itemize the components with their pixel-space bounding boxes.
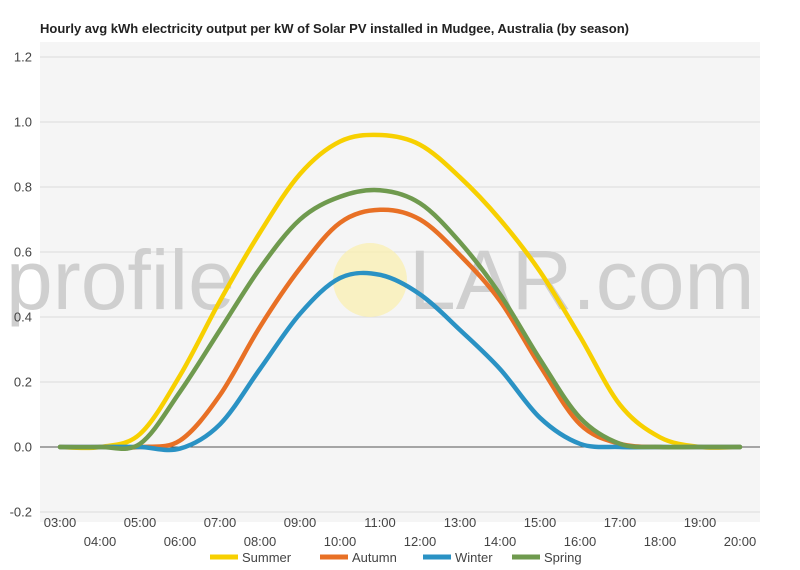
x-tick-label: 09:00 [284, 515, 317, 530]
legend-label-spring: Spring [544, 550, 582, 565]
legend-label-summer: Summer [242, 550, 292, 565]
legend-label-winter: Winter [455, 550, 493, 565]
series-line-spring [57, 187, 743, 451]
y-tick-label: 0.2 [14, 375, 32, 390]
y-tick-label: 0.4 [14, 310, 32, 325]
x-tick-label: 13:00 [444, 515, 477, 530]
x-axis-ticks: 03:00 04:00 05:00 06:00 07:00 08:00 09:00 10:00… [44, 515, 757, 549]
x-tick-label: 11:00 [364, 515, 396, 530]
x-tick-label: 17:00 [604, 515, 637, 530]
x-tick-label: 05:00 [124, 515, 157, 530]
series-line-summer [57, 132, 743, 451]
chart-title: Hourly avg kWh electricity output per kW… [40, 21, 629, 36]
y-tick-label: 1.2 [14, 50, 32, 65]
x-tick-label: 10:00 [324, 534, 357, 549]
x-tick-label: 19:00 [684, 515, 717, 530]
x-tick-label: 14:00 [484, 534, 517, 549]
legend: Summer Autumn Winter Spring [210, 550, 582, 565]
x-tick-label: 07:00 [204, 515, 237, 530]
y-tick-label: -0.2 [10, 505, 32, 520]
watermark-text-right: LAR.com [409, 233, 754, 327]
y-tick-label: 0.0 [14, 440, 32, 455]
y-tick-label: 1.0 [14, 115, 32, 130]
legend-label-autumn: Autumn [352, 550, 397, 565]
y-axis-ticks: -0.2 0.0 0.2 0.4 0.6 0.8 1.0 1.2 [10, 50, 32, 520]
series-line-winter [57, 270, 743, 453]
gridlines [40, 56, 760, 513]
x-tick-label: 20:00 [724, 534, 757, 549]
series-lines [57, 132, 743, 453]
x-tick-label: 18:00 [644, 534, 677, 549]
y-tick-label: 0.8 [14, 180, 32, 195]
watermark-sun-icon [333, 243, 407, 317]
x-tick-label: 15:00 [524, 515, 557, 530]
x-tick-label: 08:00 [244, 534, 277, 549]
watermark-text-left: profile [6, 233, 235, 327]
y-tick-label: 0.6 [14, 245, 32, 260]
watermark: profile LAR.com [6, 233, 754, 327]
x-tick-label: 16:00 [564, 534, 597, 549]
x-tick-label: 04:00 [84, 534, 117, 549]
x-tick-label: 12:00 [404, 534, 437, 549]
x-tick-label: 06:00 [164, 534, 197, 549]
x-tick-label: 03:00 [44, 515, 77, 530]
